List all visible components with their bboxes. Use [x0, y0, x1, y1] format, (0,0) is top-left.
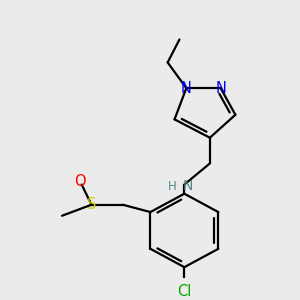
Text: N: N [181, 81, 192, 96]
Text: O: O [74, 174, 85, 189]
Text: N: N [183, 179, 194, 194]
Text: N: N [215, 81, 226, 96]
Text: H: H [168, 180, 177, 193]
Text: S: S [87, 197, 96, 212]
Text: Cl: Cl [177, 284, 191, 299]
